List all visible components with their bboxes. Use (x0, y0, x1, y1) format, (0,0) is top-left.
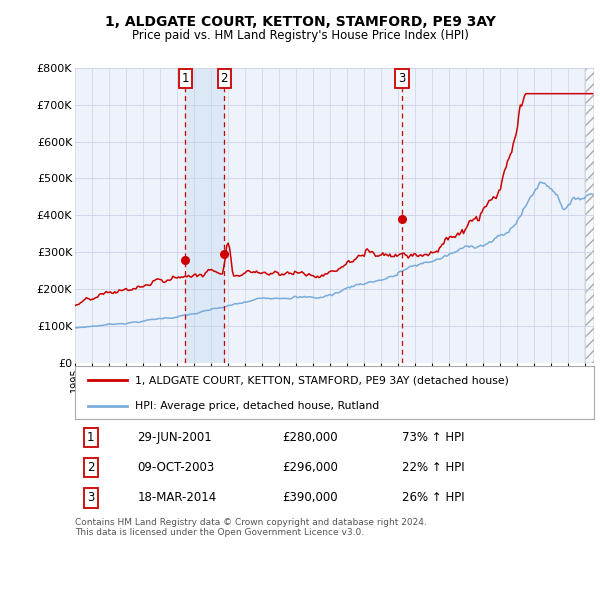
Text: HPI: Average price, detached house, Rutland: HPI: Average price, detached house, Rutl… (134, 401, 379, 411)
Text: £390,000: £390,000 (283, 491, 338, 504)
Text: Price paid vs. HM Land Registry's House Price Index (HPI): Price paid vs. HM Land Registry's House … (131, 30, 469, 42)
Text: 1, ALDGATE COURT, KETTON, STAMFORD, PE9 3AY (detached house): 1, ALDGATE COURT, KETTON, STAMFORD, PE9 … (134, 375, 509, 385)
Text: 1, ALDGATE COURT, KETTON, STAMFORD, PE9 3AY: 1, ALDGATE COURT, KETTON, STAMFORD, PE9 … (104, 15, 496, 29)
Text: 1: 1 (182, 71, 189, 85)
Bar (586, 68, 594, 363)
Text: 3: 3 (87, 491, 94, 504)
Text: 18-MAR-2014: 18-MAR-2014 (137, 491, 217, 504)
Text: 73% ↑ HPI: 73% ↑ HPI (402, 431, 464, 444)
Text: 26% ↑ HPI: 26% ↑ HPI (402, 491, 464, 504)
Text: 2: 2 (220, 71, 228, 85)
Bar (586, 68, 594, 363)
Text: 1: 1 (87, 431, 94, 444)
Text: 2: 2 (87, 461, 94, 474)
Text: 29-JUN-2001: 29-JUN-2001 (137, 431, 212, 444)
Text: 09-OCT-2003: 09-OCT-2003 (137, 461, 215, 474)
Text: 22% ↑ HPI: 22% ↑ HPI (402, 461, 464, 474)
Text: £296,000: £296,000 (283, 461, 338, 474)
Bar (185, 68, 224, 363)
Text: Contains HM Land Registry data © Crown copyright and database right 2024.
This d: Contains HM Land Registry data © Crown c… (75, 518, 427, 537)
Text: 3: 3 (398, 71, 406, 85)
Text: £280,000: £280,000 (283, 431, 338, 444)
